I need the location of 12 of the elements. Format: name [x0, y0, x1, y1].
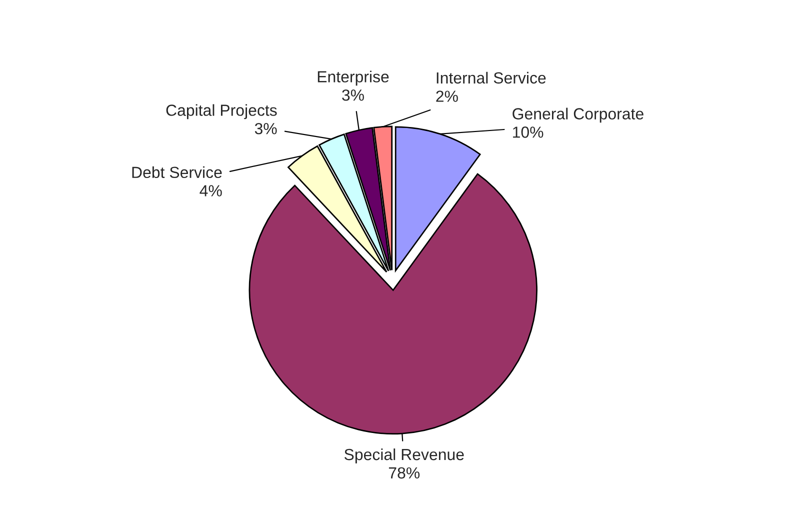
data-label: 3% [254, 122, 277, 134]
slice-label: Enterprise [318, 70, 389, 86]
data-label: 10% [513, 126, 544, 138]
slice-label: Special Revenue [344, 448, 464, 464]
data-label: 4% [200, 185, 222, 196]
slice-label: Internal Service [436, 72, 546, 84]
slice-label: General Corporate [512, 108, 644, 123]
data-label: 78% [388, 467, 420, 479]
data-label: 2% [436, 90, 458, 102]
slice-label: Capital Projects [166, 104, 277, 120]
slice-label: Debt Service [132, 166, 222, 178]
data-label: 3% [342, 89, 364, 101]
